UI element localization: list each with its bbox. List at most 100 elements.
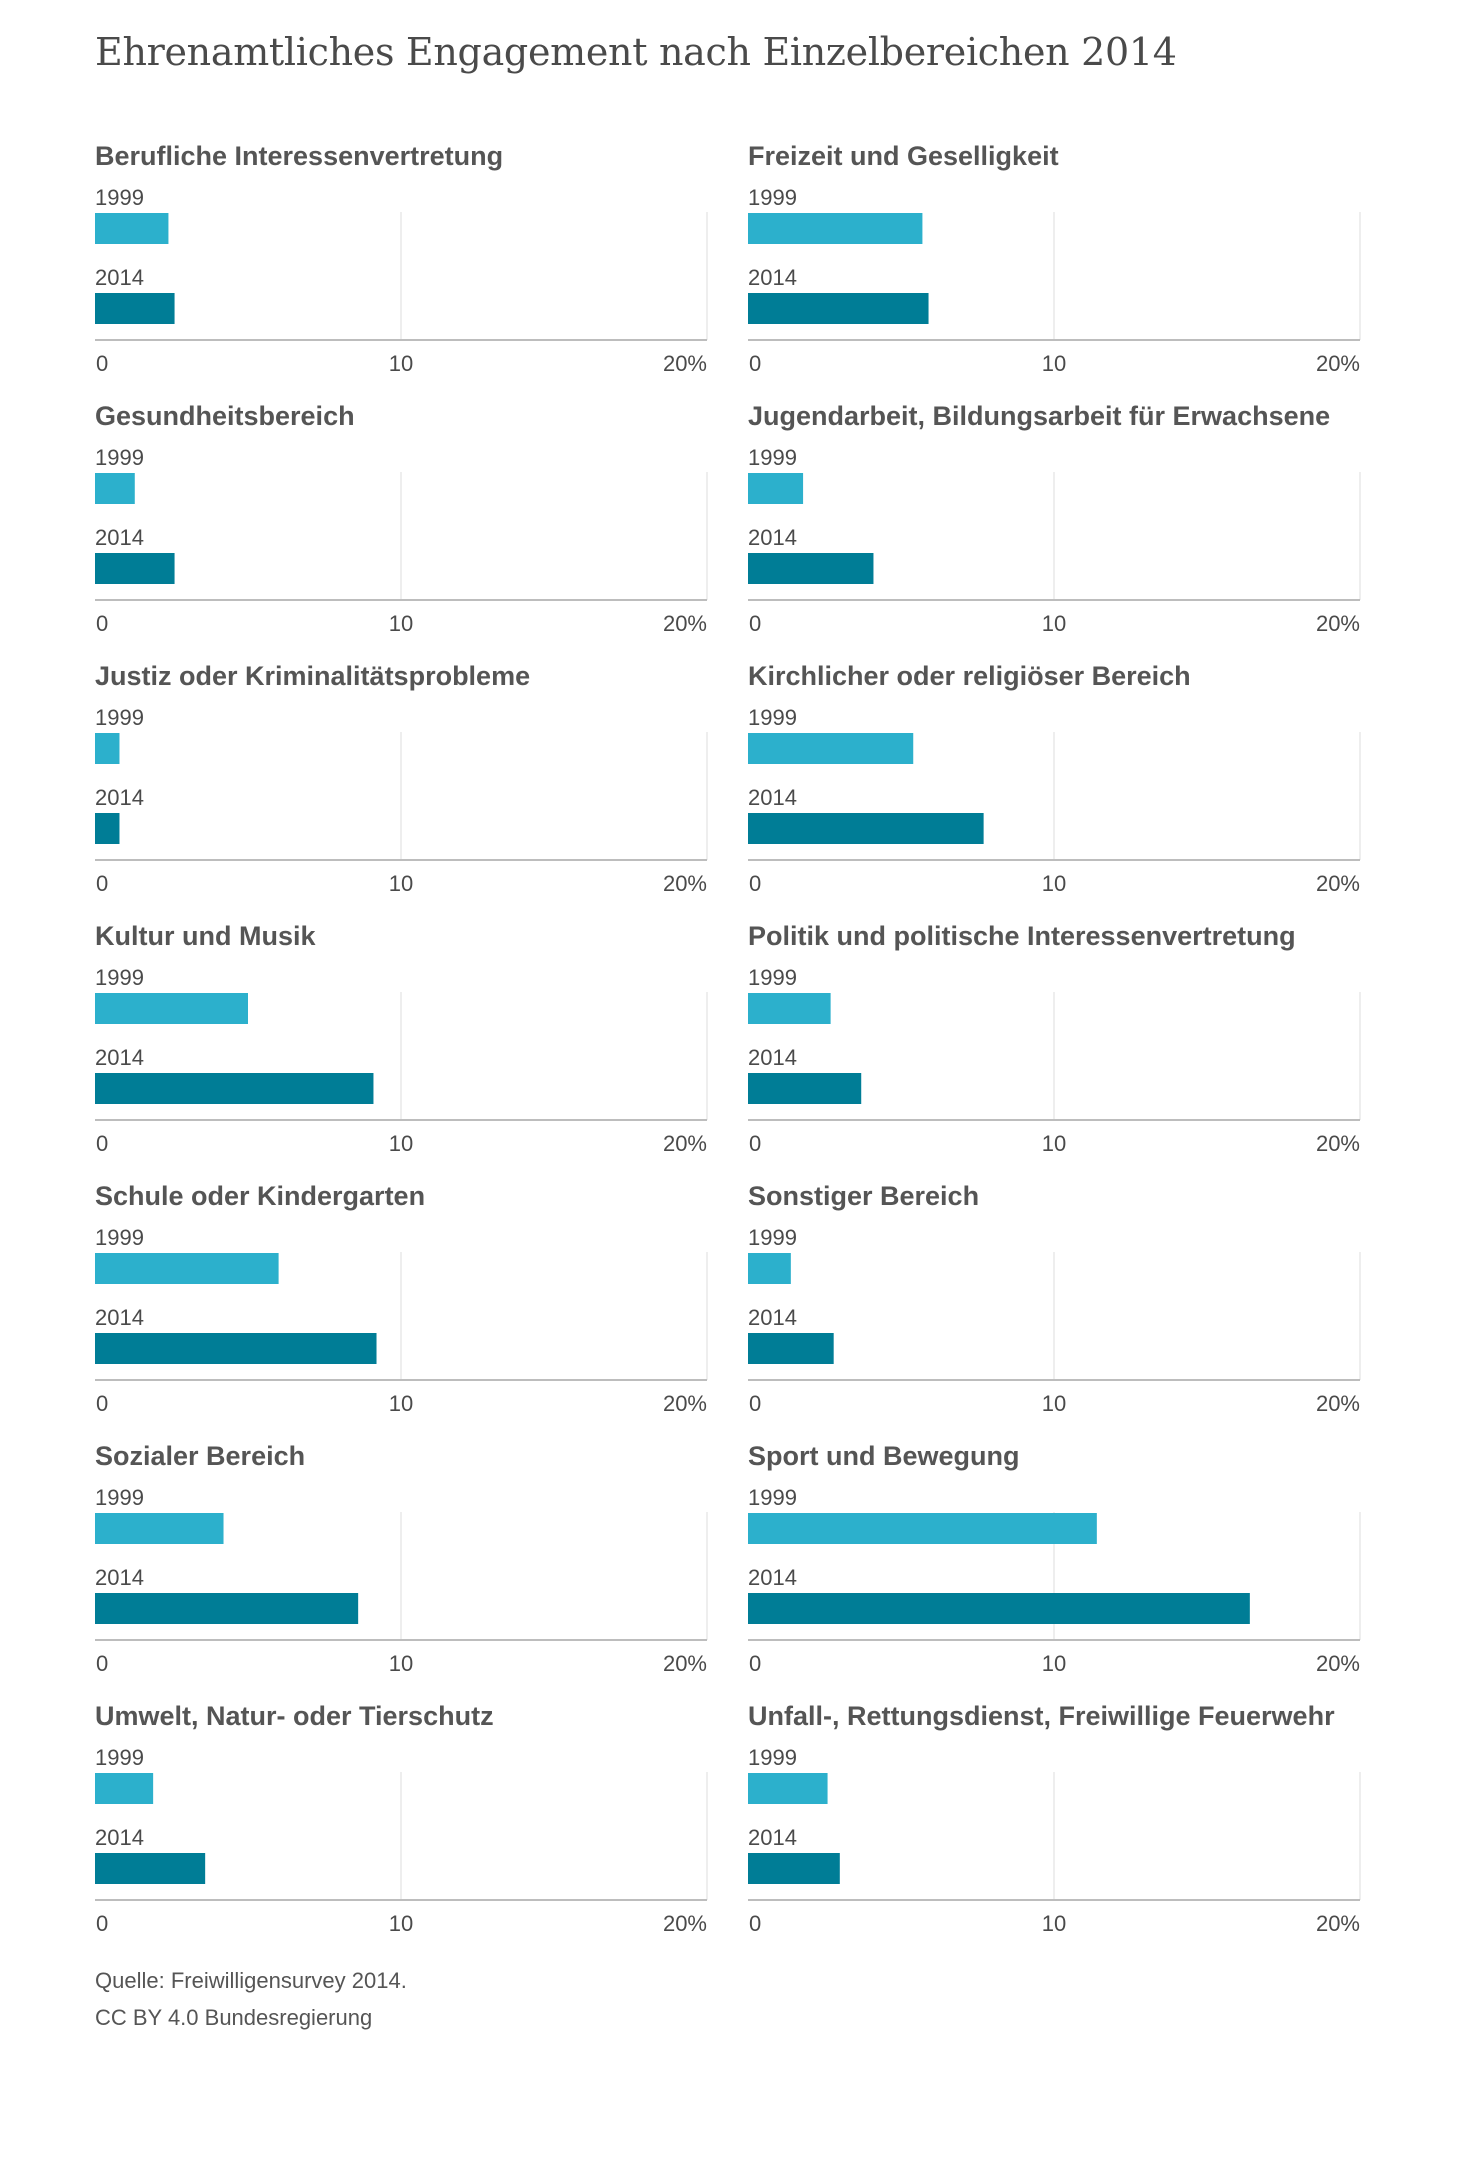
tick-label-10: 10 (1042, 1131, 1066, 1156)
tick-label-0: 0 (96, 351, 108, 376)
year-label-1999: 1999 (748, 705, 797, 730)
tick-label-0: 0 (749, 351, 761, 376)
tick-label-20: 20% (1316, 611, 1360, 636)
year-label-2014: 2014 (95, 1825, 144, 1850)
tick-label-10: 10 (389, 1391, 413, 1416)
bar-1999 (748, 733, 914, 764)
tick-label-0: 0 (749, 611, 761, 636)
year-label-2014: 2014 (748, 1305, 797, 1330)
tick-label-20: 20% (1316, 1131, 1360, 1156)
tick-label-10: 10 (389, 611, 413, 636)
year-label-2014: 2014 (95, 525, 144, 550)
year-label-2014: 2014 (748, 1045, 797, 1070)
year-label-1999: 1999 (95, 185, 144, 210)
tick-label-0: 0 (96, 1911, 108, 1936)
tick-label-0: 0 (96, 611, 108, 636)
year-label-1999: 1999 (748, 185, 797, 210)
tick-label-20: 20% (1316, 1391, 1360, 1416)
panel-title-unfall-rettungsdienst-freiwillige-feuerwehr: Unfall-, Rettungsdienst, Freiwillige Feu… (748, 1701, 1335, 1731)
year-label-2014: 2014 (748, 1565, 797, 1590)
tick-label-10: 10 (1042, 1911, 1066, 1936)
tick-label-0: 0 (749, 1911, 761, 1936)
panel-title-kultur-und-musik: Kultur und Musik (95, 921, 316, 951)
tick-label-0: 0 (749, 1651, 761, 1676)
bar-1999 (748, 993, 831, 1024)
tick-label-0: 0 (749, 871, 761, 896)
bar-1999 (748, 213, 923, 244)
tick-label-20: 20% (663, 1131, 707, 1156)
year-label-2014: 2014 (748, 525, 797, 550)
bar-1999 (95, 1253, 279, 1284)
year-label-2014: 2014 (748, 1825, 797, 1850)
tick-label-20: 20% (663, 1911, 707, 1936)
year-label-1999: 1999 (95, 965, 144, 990)
year-label-2014: 2014 (748, 265, 797, 290)
panel-title-sozialer-bereich: Sozialer Bereich (95, 1441, 305, 1471)
bar-2014 (95, 553, 175, 584)
year-label-1999: 1999 (748, 965, 797, 990)
tick-label-10: 10 (389, 351, 413, 376)
tick-label-20: 20% (663, 871, 707, 896)
bar-1999 (95, 213, 169, 244)
bar-1999 (95, 993, 248, 1024)
bar-2014 (95, 813, 120, 844)
tick-label-20: 20% (1316, 871, 1360, 896)
tick-label-10: 10 (1042, 1651, 1066, 1676)
year-label-1999: 1999 (748, 1485, 797, 1510)
panel-title-gesundheitsbereich: Gesundheitsbereich (95, 401, 355, 431)
bar-2014 (95, 1333, 377, 1364)
chart-title: Ehrenamtliches Engagement nach Einzelber… (95, 30, 1177, 74)
panel-title-berufliche-interessenvertretung: Berufliche Interessenvertretung (95, 141, 503, 171)
panel-title-freizeit-und-geselligkeit: Freizeit und Geselligkeit (748, 141, 1059, 171)
bar-1999 (748, 1513, 1097, 1544)
tick-label-10: 10 (389, 1911, 413, 1936)
bar-2014 (748, 1333, 834, 1364)
bar-2014 (95, 293, 175, 324)
panel-title-jugendarbeit-bildungsarbeit-f-r-erwachsene: Jugendarbeit, Bildungsarbeit für Erwachs… (748, 401, 1330, 431)
tick-label-20: 20% (1316, 1651, 1360, 1676)
bar-1999 (748, 1253, 791, 1284)
tick-label-0: 0 (96, 1391, 108, 1416)
tick-label-10: 10 (389, 1651, 413, 1676)
bar-2014 (95, 1073, 374, 1104)
panel-title-sonstiger-bereich: Sonstiger Bereich (748, 1181, 979, 1211)
tick-label-10: 10 (1042, 611, 1066, 636)
year-label-1999: 1999 (748, 1745, 797, 1770)
panel-title-justiz-oder-kriminalit-tsprobleme: Justiz oder Kriminalitätsprobleme (95, 661, 530, 691)
year-label-2014: 2014 (95, 265, 144, 290)
year-label-1999: 1999 (95, 1745, 144, 1770)
bar-2014 (748, 553, 874, 584)
panel-title-umwelt-natur-oder-tierschutz: Umwelt, Natur- oder Tierschutz (95, 1701, 494, 1731)
license-note: CC BY 4.0 Bundesregierung (95, 2005, 373, 2030)
tick-label-20: 20% (1316, 351, 1360, 376)
year-label-1999: 1999 (95, 1485, 144, 1510)
tick-label-20: 20% (663, 351, 707, 376)
bar-2014 (95, 1853, 206, 1884)
bar-2014 (748, 1853, 840, 1884)
tick-label-0: 0 (96, 1651, 108, 1676)
tick-label-0: 0 (749, 1391, 761, 1416)
panel-title-schule-oder-kindergarten: Schule oder Kindergarten (95, 1181, 425, 1211)
tick-label-20: 20% (663, 1391, 707, 1416)
tick-label-0: 0 (96, 871, 108, 896)
tick-label-20: 20% (1316, 1911, 1360, 1936)
year-label-2014: 2014 (748, 785, 797, 810)
bar-1999 (95, 1513, 224, 1544)
bar-1999 (95, 1773, 154, 1804)
bar-1999 (748, 473, 804, 504)
bar-2014 (748, 1073, 862, 1104)
bar-1999 (95, 473, 135, 504)
year-label-1999: 1999 (95, 705, 144, 730)
bar-2014 (748, 1593, 1250, 1624)
tick-label-0: 0 (96, 1131, 108, 1156)
bar-2014 (748, 813, 984, 844)
year-label-2014: 2014 (95, 1565, 144, 1590)
tick-label-20: 20% (663, 1651, 707, 1676)
bar-2014 (95, 1593, 359, 1624)
year-label-2014: 2014 (95, 1305, 144, 1330)
tick-label-10: 10 (1042, 1391, 1066, 1416)
panel-title-sport-und-bewegung: Sport und Bewegung (748, 1441, 1019, 1471)
bar-1999 (95, 733, 120, 764)
year-label-1999: 1999 (95, 1225, 144, 1250)
